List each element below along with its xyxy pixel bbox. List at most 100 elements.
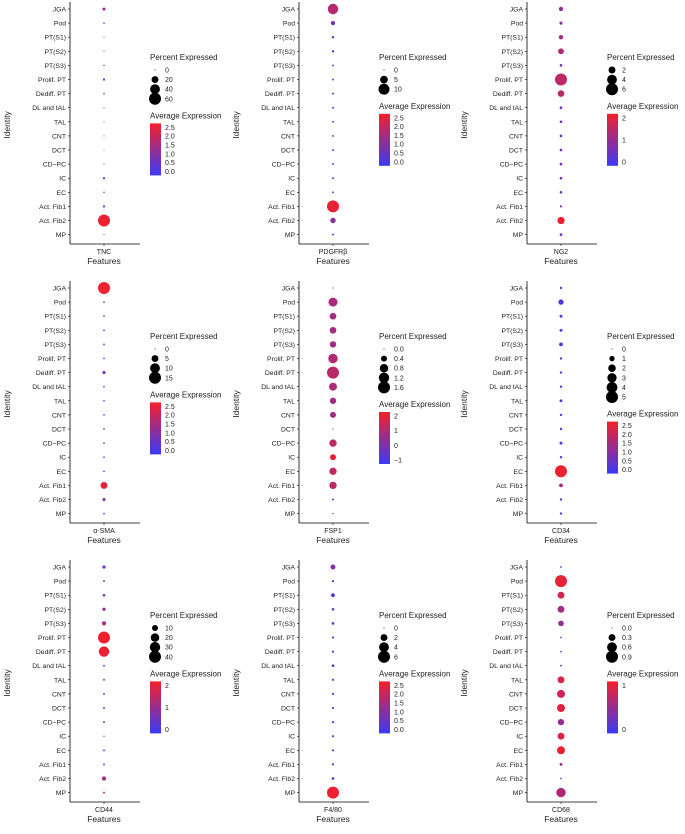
panel-0: Identity JGA Pod PT(S1) PT(S2) PT(S3) Prolif. … — [2, 2, 221, 266]
identity-label: EC — [57, 469, 67, 476]
legend-color-bar — [607, 421, 618, 474]
dot-pod — [330, 20, 336, 26]
legend-size-dot — [606, 83, 618, 96]
identity-label: PT(S2) — [44, 49, 66, 56]
identity-label: TAL — [54, 119, 66, 126]
identity-label: EC — [286, 469, 296, 476]
identity-label: Prolif. PT — [495, 356, 523, 363]
dot-dediff-pt — [560, 650, 562, 653]
legend-size-dot — [154, 69, 156, 71]
identity-label: Act. Fib2 — [39, 497, 66, 504]
dot-mp — [103, 234, 105, 236]
identity-label: DL and tAL — [32, 384, 66, 391]
dot-tal — [331, 678, 335, 681]
dot-pod — [559, 21, 563, 25]
dot-act-fib1 — [331, 763, 335, 766]
identity-label: Pod — [54, 300, 66, 307]
legend-color-bar — [150, 681, 161, 734]
dot-cnt — [557, 689, 565, 698]
legend-size-label: 4 — [622, 385, 626, 392]
legend-size-label: 1 — [622, 356, 626, 363]
identity-label: Act. Fib2 — [39, 218, 66, 225]
dot-pt-s3- — [103, 64, 105, 67]
dot-pt-s1- — [103, 315, 105, 318]
legend-size-dot — [149, 371, 161, 384]
identity-label: CNT — [509, 691, 523, 698]
legend-color-bar — [379, 681, 390, 734]
identity-label: DCT — [281, 427, 295, 434]
legend-color-label: 2.5 — [165, 404, 175, 411]
x-axis-title: Features — [544, 535, 578, 545]
legend-color-label: 1.0 — [165, 430, 175, 437]
identity-label: EC — [514, 190, 524, 197]
panel-1: Identity JGA Pod PT(S1) PT(S2) PT(S3) Prolif. … — [231, 2, 450, 266]
identity-label: JGA — [510, 565, 524, 572]
legend-size-label: 0.9 — [622, 654, 632, 661]
identity-label: JGA — [53, 286, 67, 293]
dot-pt-s1- — [103, 36, 105, 38]
panel-5: Identity JGA Pod PT(S1) PT(S2) PT(S3) Prolif. … — [459, 281, 678, 545]
legend-avg-title: Average Expression — [150, 111, 221, 120]
identity-label: PT(S1) — [273, 35, 295, 42]
legend-size-label: 20 — [165, 635, 173, 642]
legend-color-label: 0.5 — [394, 718, 404, 725]
y-axis-title: Identity — [231, 669, 241, 697]
dot-pt-s2- — [331, 50, 335, 53]
identity-label: IC — [288, 455, 295, 462]
identity-label: IC — [516, 455, 523, 462]
legend-color-label: 0.0 — [622, 467, 632, 474]
dot-pt-s2- — [331, 607, 335, 611]
legend-size-dot — [383, 348, 385, 350]
identity-label: IC — [288, 176, 295, 183]
dot-act-fib1 — [559, 205, 563, 208]
legend-size-label: 60 — [165, 96, 173, 103]
legend-size-dot — [380, 75, 388, 84]
dot-prolif-pt — [328, 353, 338, 364]
x-axis-title: Features — [544, 814, 578, 824]
dot-pt-s2- — [102, 607, 106, 611]
identity-label: EC — [514, 748, 524, 755]
legend-color-label: 0.0 — [165, 448, 175, 455]
dot-dct — [559, 148, 563, 152]
dot-act-fib2 — [101, 776, 107, 781]
identity-label: MP — [56, 511, 67, 518]
dot-pt-s2- — [329, 326, 337, 334]
dot-cd-pc — [559, 441, 563, 445]
dot-pt-s3- — [329, 341, 337, 348]
identity-label: PT(S3) — [501, 621, 523, 628]
legend-size-label: 10 — [165, 366, 173, 373]
legend-color-label: 0 — [394, 443, 398, 450]
legend-size-dot — [150, 633, 160, 642]
legend-size-label: 5 — [394, 77, 398, 84]
legend-color-label: 1 — [165, 705, 169, 712]
identity-label: Dediff. PT — [36, 91, 66, 98]
dot-dl-and-tal — [103, 664, 105, 667]
dot-pt-s3- — [332, 64, 334, 67]
identity-label: DCT — [52, 427, 66, 434]
legend-size-label: 0 — [165, 68, 169, 75]
dot-cnt — [103, 414, 105, 416]
identity-label: IC — [59, 455, 66, 462]
legend-avg-title: Average Expression — [607, 669, 678, 678]
legend-size-label: 15 — [165, 375, 173, 382]
legend-pct-title: Percent Expressed — [379, 53, 447, 62]
legend-color-label: 1.5 — [394, 701, 404, 708]
dot-ic — [332, 177, 334, 180]
dot-act-fib1 — [327, 200, 339, 213]
legend-size-label: 10 — [394, 87, 402, 94]
identity-label: Act. Fib2 — [39, 776, 66, 783]
x-axis-title: Features — [87, 535, 121, 545]
legend-size-dot — [152, 625, 158, 631]
identity-label: Dediff. PT — [36, 649, 66, 656]
dot-dediff-pt — [103, 92, 105, 95]
identity-label: Act. Fib1 — [39, 204, 66, 211]
dot-pod — [103, 580, 105, 583]
x-axis-title: Features — [316, 535, 350, 545]
identity-label: Pod — [511, 21, 523, 28]
legend-pct-title: Percent Expressed — [150, 332, 218, 341]
identity-label: CNT — [281, 412, 295, 419]
identity-label: IC — [516, 734, 523, 741]
legend-color-bar — [607, 681, 618, 734]
identity-label: DL and tAL — [261, 663, 295, 670]
